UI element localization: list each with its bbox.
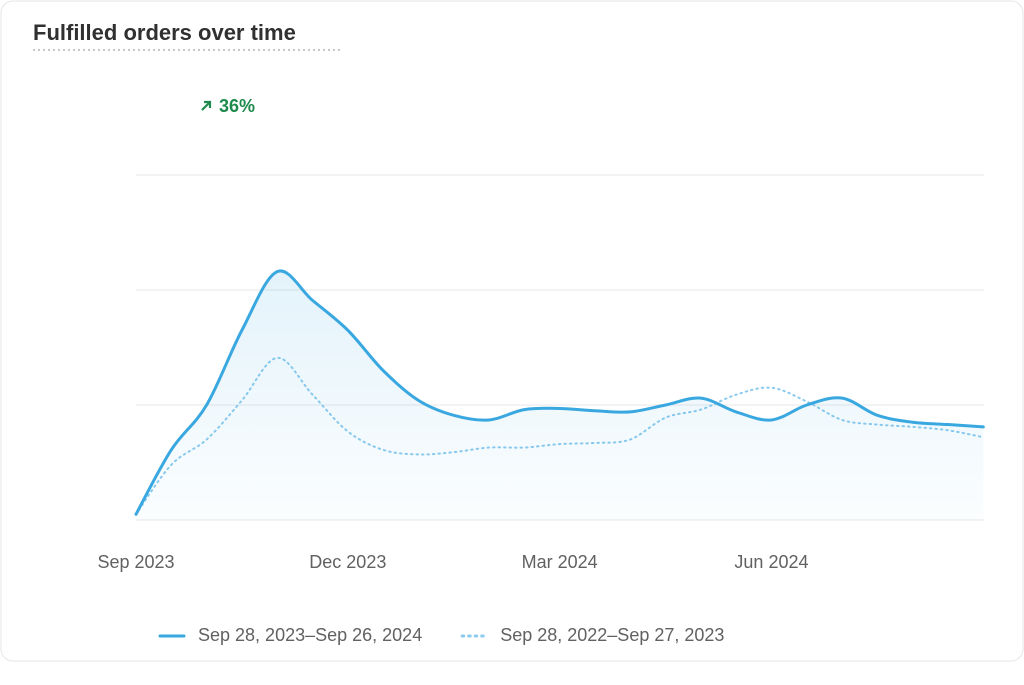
series-area <box>136 270 984 520</box>
chart-title: Fulfilled orders over time <box>33 20 296 45</box>
legend-label: Sep 28, 2023–Sep 26, 2024 <box>198 625 422 645</box>
x-tick-label: Dec 2023 <box>309 552 386 572</box>
plot-area: Sep 2023 Dec 2023 Mar 2024 Jun 2024 <box>97 174 985 572</box>
change-annotation: 36% <box>219 96 255 116</box>
x-tick-label: Mar 2024 <box>522 552 598 572</box>
series-line <box>134 269 985 516</box>
legend-label: Sep 28, 2022–Sep 27, 2023 <box>500 625 724 645</box>
trend-arrow <box>201 100 212 111</box>
x-tick-label: Jun 2024 <box>734 552 808 572</box>
x-tick-label: Sep 2023 <box>97 552 174 572</box>
legend: Sep 28, 2023–Sep 26, 2024 Sep 28, 2022–Se… <box>158 625 724 645</box>
